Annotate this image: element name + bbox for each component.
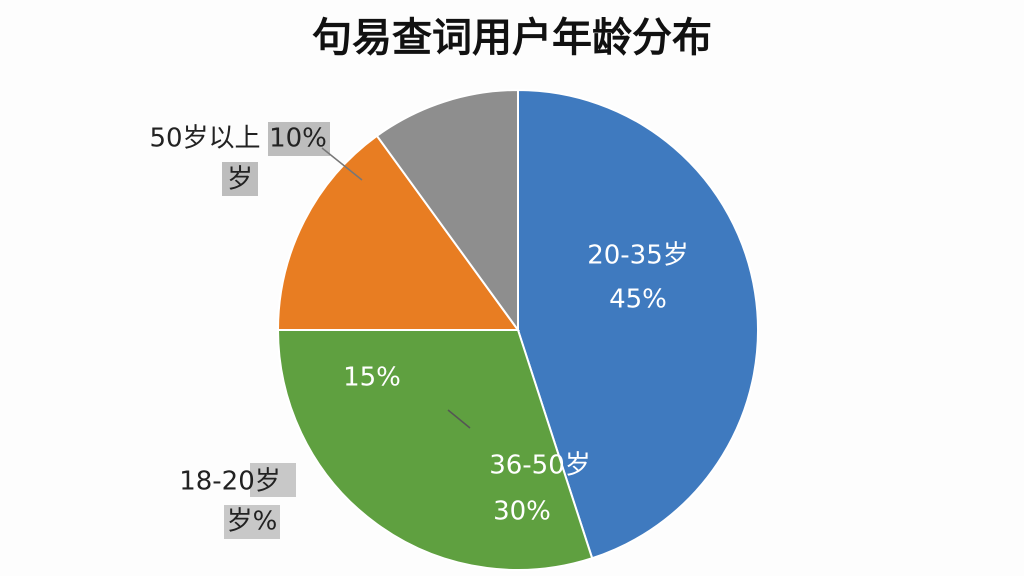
- slice-value-label: 30%: [493, 497, 551, 527]
- annotation: 岁: [227, 165, 253, 195]
- label-highlight: [224, 505, 280, 539]
- pie-slice: [276, 134, 520, 331]
- leader-line: [447, 409, 471, 429]
- pie-slice: [276, 329, 594, 572]
- slice-value-label: 15%: [343, 363, 401, 393]
- label-highlight: [268, 122, 330, 156]
- slice-value-label: 10%: [269, 124, 327, 154]
- pie-slice: [517, 88, 759, 560]
- slice-category-label: 20-35岁: [587, 241, 689, 271]
- slice-category-label: 36-50岁: [489, 451, 591, 481]
- slice-value-label: 45%: [609, 285, 667, 315]
- chart-title: 句易查词用户年龄分布: [312, 15, 712, 61]
- label-highlight: [250, 463, 296, 497]
- slice-category-label: 50岁以上: [149, 124, 260, 154]
- slice-category-label: 18-20岁: [179, 467, 281, 497]
- pie-slice: [375, 88, 519, 334]
- pie: [276, 88, 759, 572]
- label-highlight: [222, 162, 258, 196]
- annotation: 岁%: [227, 507, 278, 537]
- leader-line: [321, 147, 363, 181]
